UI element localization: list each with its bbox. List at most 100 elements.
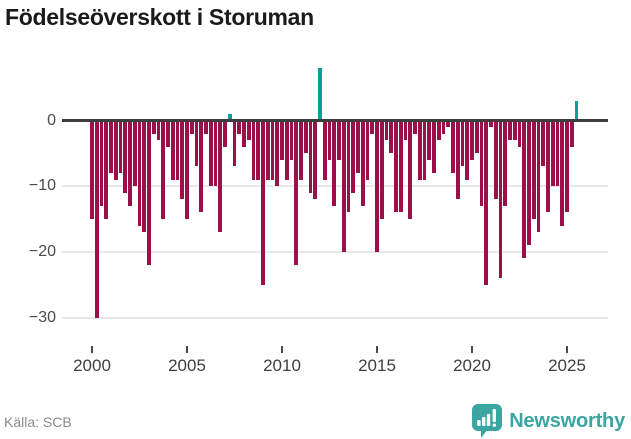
bar-2010-q2	[284, 120, 289, 180]
y-axis-label: −20	[28, 242, 56, 260]
bar-2000-q4	[104, 120, 109, 220]
bar-2019-q2	[455, 120, 460, 200]
bar-2005-q2	[189, 120, 194, 134]
bar-2009-q4	[275, 120, 280, 187]
x-tick	[281, 346, 283, 353]
bar-2014-q4	[370, 120, 375, 134]
bar-2018-q1	[432, 120, 436, 174]
bar-2021-q2	[493, 120, 498, 200]
x-axis-label: 2025	[548, 356, 586, 375]
bar-2025-q2	[569, 120, 574, 147]
bar-2005-q3	[194, 120, 199, 167]
bar-2019-q4	[465, 120, 470, 180]
bar-2004-q1	[166, 120, 170, 147]
bar-2011-q2	[303, 120, 308, 154]
bar-2004-q4	[180, 120, 185, 200]
bar-2001-q3	[118, 120, 123, 174]
gridline	[62, 316, 608, 319]
x-axis-label: 2005	[168, 356, 206, 375]
bar-2001-q1	[109, 120, 113, 174]
bar-2022-q4	[522, 120, 527, 259]
bar-2015-q2	[379, 120, 384, 220]
bar-2021-q1	[489, 120, 493, 128]
bar-2003-q2	[151, 120, 156, 134]
bar-2015-q3	[384, 120, 389, 141]
bar-2013-q4	[351, 120, 356, 193]
x-axis-label: 2000	[73, 356, 111, 375]
bar-2011-q3	[308, 120, 313, 193]
bar-2015-q4	[389, 120, 394, 154]
bar-2022-q2	[512, 120, 517, 141]
bar-2004-q3	[175, 120, 180, 180]
bar-2024-q3	[555, 120, 560, 187]
bar-2014-q3	[365, 120, 370, 180]
bar-2000-q2	[94, 120, 99, 318]
bar-2023-q3	[536, 120, 541, 233]
bar-2020-q3	[479, 120, 484, 206]
bar-2022-q3	[517, 120, 522, 147]
bar-2000-q1	[90, 120, 94, 220]
bar-2008-q1	[242, 120, 246, 147]
bar-2015-q1	[375, 120, 379, 252]
newsworthy-wordmark: Newsworthy	[509, 409, 625, 432]
bar-2018-q2	[436, 120, 441, 141]
bar-2023-q1	[527, 120, 531, 246]
x-tick	[376, 346, 378, 353]
x-tick	[566, 346, 568, 353]
bar-2012-q2	[322, 120, 327, 180]
bar-2009-q1	[261, 120, 265, 285]
y-axis-label: 0	[47, 111, 56, 129]
bar-2016-q2	[398, 120, 403, 213]
bar-2016-q4	[408, 120, 413, 220]
bar-2001-q4	[123, 120, 128, 193]
bar-2006-q2	[208, 120, 213, 187]
x-tick	[471, 346, 473, 353]
bar-2017-q3	[422, 120, 427, 180]
y-axis-label: −10	[28, 177, 56, 195]
bar-2018-q4	[446, 120, 451, 128]
bar-2024-q2	[550, 120, 555, 187]
newsworthy-logo[interactable]: Newsworthy	[472, 404, 625, 438]
bar-2002-q4	[142, 120, 147, 233]
bar-2003-q1	[147, 120, 151, 266]
bar-2025-q1	[565, 120, 569, 213]
bar-2024-q4	[560, 120, 565, 226]
bar-2019-q3	[460, 120, 465, 167]
bar-2007-q4	[237, 120, 242, 134]
bar-2022-q1	[508, 120, 512, 141]
x-tick	[91, 346, 93, 353]
bar-2012-q3	[327, 120, 332, 160]
bar-2016-q1	[394, 120, 398, 213]
bar-2020-q4	[484, 120, 489, 285]
bar-2017-q2	[417, 120, 422, 180]
bar-2020-q1	[470, 120, 474, 160]
x-tick	[186, 346, 188, 353]
bar-2023-q2	[531, 120, 536, 220]
x-axis-label: 2010	[263, 356, 301, 375]
bar-2009-q3	[270, 120, 275, 180]
bar-2002-q1	[128, 120, 132, 206]
bar-2005-q1	[185, 120, 189, 220]
bar-2017-q4	[427, 120, 432, 160]
bar-2008-q4	[256, 120, 261, 180]
bar-2003-q4	[161, 120, 166, 220]
bar-2007-q3	[232, 120, 237, 167]
bar-2002-q2	[132, 120, 137, 187]
bar-2005-q4	[199, 120, 204, 213]
bar-2012-q1	[318, 67, 322, 121]
gridline	[62, 250, 608, 253]
bar-2010-q4	[294, 120, 299, 266]
bar-2011-q4	[313, 120, 318, 200]
y-axis-label: −30	[28, 308, 56, 326]
zero-axis-line	[62, 119, 608, 122]
bar-2008-q3	[251, 120, 256, 180]
bar-2018-q3	[441, 120, 446, 134]
bar-2002-q3	[137, 120, 142, 226]
bar-2001-q2	[113, 120, 118, 180]
bar-2023-q4	[541, 120, 546, 167]
bar-2016-q3	[403, 120, 408, 141]
newsworthy-badge-icon	[472, 404, 503, 438]
bar-2007-q1	[223, 120, 227, 147]
bar-2019-q1	[451, 120, 455, 174]
